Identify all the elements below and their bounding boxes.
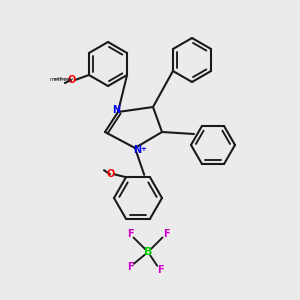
- Text: N: N: [133, 145, 141, 155]
- Text: +: +: [140, 146, 146, 152]
- Text: O: O: [68, 75, 76, 85]
- Text: O: O: [107, 169, 115, 179]
- Text: F: F: [157, 265, 163, 275]
- Text: B: B: [144, 247, 152, 257]
- Text: methoxy: methoxy: [50, 76, 74, 82]
- Text: N: N: [112, 105, 120, 115]
- Text: F: F: [163, 229, 169, 239]
- Text: methoxy: methoxy: [54, 77, 72, 81]
- Text: F: F: [127, 262, 133, 272]
- Text: F: F: [127, 229, 133, 239]
